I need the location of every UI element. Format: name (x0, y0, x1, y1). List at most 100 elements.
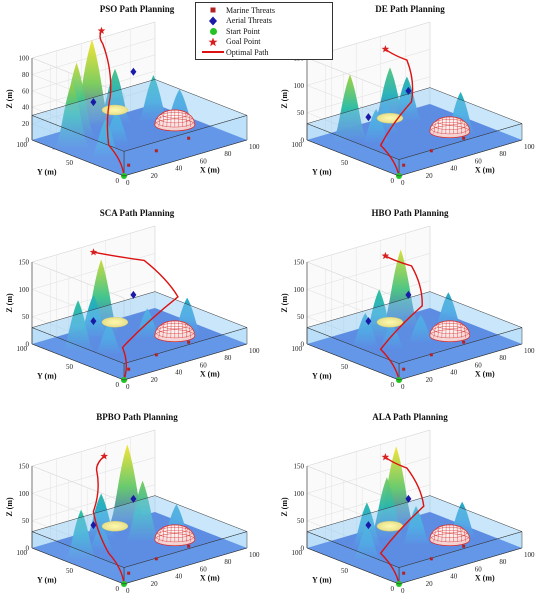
dome-line (433, 122, 436, 134)
x-tick-label: 20 (426, 580, 434, 588)
legend-item-path: Optimal Path (200, 47, 328, 58)
y-axis-label: Y (m) (37, 371, 57, 380)
x-tick-label: 40 (175, 369, 183, 377)
y-axis-line (31, 139, 125, 177)
x-axis-label: X (m) (200, 573, 220, 582)
plot-canvas: ALA Path Planning02040608010005010005010… (280, 412, 535, 595)
z-tick-label: 100 (19, 490, 30, 498)
chart-title: ALA Path Planning (372, 412, 448, 422)
x-tick-label: 0 (401, 587, 405, 595)
y-tick-label: 100 (292, 549, 303, 557)
y-tick-label: 100 (17, 141, 28, 149)
y-tick-label: 50 (341, 363, 349, 371)
dome-line (430, 326, 470, 339)
marine-threat-marker (462, 340, 466, 344)
dome-line (155, 115, 195, 128)
chart-title: SCA Path Planning (100, 208, 175, 218)
dome-line (436, 320, 464, 330)
panel-hbo: HBO Path Planning 0 20 40 60 80 100 0 50 100 0 50 10… (275, 204, 550, 408)
star-marker-icon (200, 37, 226, 47)
plot-canvas: DE Path Planning020406080100050100050100… (280, 4, 535, 187)
dome-line (154, 329, 196, 342)
aerial-threat-marker (365, 317, 372, 326)
dome-line (166, 111, 168, 127)
dome-line (181, 525, 183, 542)
x-tick-label: 80 (499, 150, 507, 158)
x-tick-label: 100 (249, 347, 260, 355)
legend: Marine Threats Aerial Threats Start Poin… (195, 2, 333, 60)
y-tick-label: 0 (116, 585, 120, 593)
dome-line (189, 326, 191, 338)
terrain-peak (92, 322, 125, 355)
dome-line (429, 329, 471, 342)
dome-line (157, 527, 193, 538)
terrain-peak (371, 67, 409, 124)
z-tick-label: 0 (301, 137, 305, 145)
dome-line (161, 109, 189, 119)
dome-line (158, 115, 161, 127)
dome-line (433, 326, 436, 338)
x-tick-label: 100 (524, 347, 535, 355)
threat-zone-disk (101, 104, 129, 116)
marine-threat-marker (187, 340, 191, 344)
dome-line (154, 118, 196, 132)
dome-line (181, 111, 183, 127)
z-tick-label: 80 (22, 71, 30, 79)
threat-dome (154, 524, 196, 547)
threat-zone-disk (101, 520, 129, 532)
z-tick-label: 150 (19, 463, 30, 471)
threat-zone-disk (376, 112, 404, 124)
y-axis-label: Y (m) (312, 167, 332, 176)
y-axis-label: Y (m) (312, 575, 332, 584)
z-tick-label: 100 (19, 55, 30, 63)
dome-line (158, 326, 161, 338)
dome-line (432, 323, 468, 334)
x-tick-label: 60 (475, 565, 483, 573)
dome-line (441, 321, 443, 338)
aerial-threat-marker (130, 67, 137, 76)
x-tick-label: 60 (475, 157, 483, 165)
x-tick-label: 60 (200, 361, 208, 369)
x-tick-label: 0 (126, 587, 130, 595)
marine-threat-marker (429, 353, 433, 357)
legend-item-aerial: Aerial Threats (200, 16, 328, 27)
z-axis-label: Z (m) (5, 293, 14, 313)
dome-line (441, 117, 443, 134)
dome-line (436, 524, 464, 534)
marine-threat-marker (187, 136, 191, 140)
dome-line (189, 115, 191, 127)
z-axis-label: Z (m) (280, 89, 289, 109)
goal-point-marker (97, 26, 106, 34)
dome-line (432, 119, 468, 130)
z-tick-label: 50 (22, 313, 30, 321)
optimal-path-line (92, 455, 125, 585)
y-tick-label: 100 (17, 345, 28, 353)
dome-line (155, 530, 195, 543)
terrain-peak (330, 74, 370, 142)
plot-canvas: BPBO Path Planning0204060801000501000501… (5, 412, 260, 595)
marine-threat-marker (402, 571, 406, 575)
dome-line (154, 533, 196, 546)
dome-line (456, 525, 458, 542)
x-axis-label: X (m) (475, 165, 495, 174)
optimal-path-line (379, 48, 414, 177)
terrain-peak (359, 109, 393, 144)
x-tick-label: 0 (401, 383, 405, 391)
y-axis-line (306, 139, 400, 177)
legend-label: Optimal Path (226, 47, 269, 57)
x-tick-label: 80 (224, 558, 232, 566)
x-axis-line (123, 343, 248, 381)
y-axis-line (31, 343, 125, 381)
y-axis-line (306, 343, 400, 381)
x-tick-label: 20 (426, 376, 434, 384)
z-tick-label: 50 (297, 109, 305, 117)
chart-title: DE Path Planning (375, 4, 445, 14)
marine-threat-marker (127, 367, 131, 371)
x-tick-label: 20 (151, 172, 159, 180)
y-axis-label: Y (m) (37, 575, 57, 584)
z-tick-label: 0 (26, 545, 30, 553)
threat-dome (429, 524, 471, 547)
z-axis-label: Z (m) (280, 497, 289, 517)
x-tick-label: 40 (450, 573, 458, 581)
